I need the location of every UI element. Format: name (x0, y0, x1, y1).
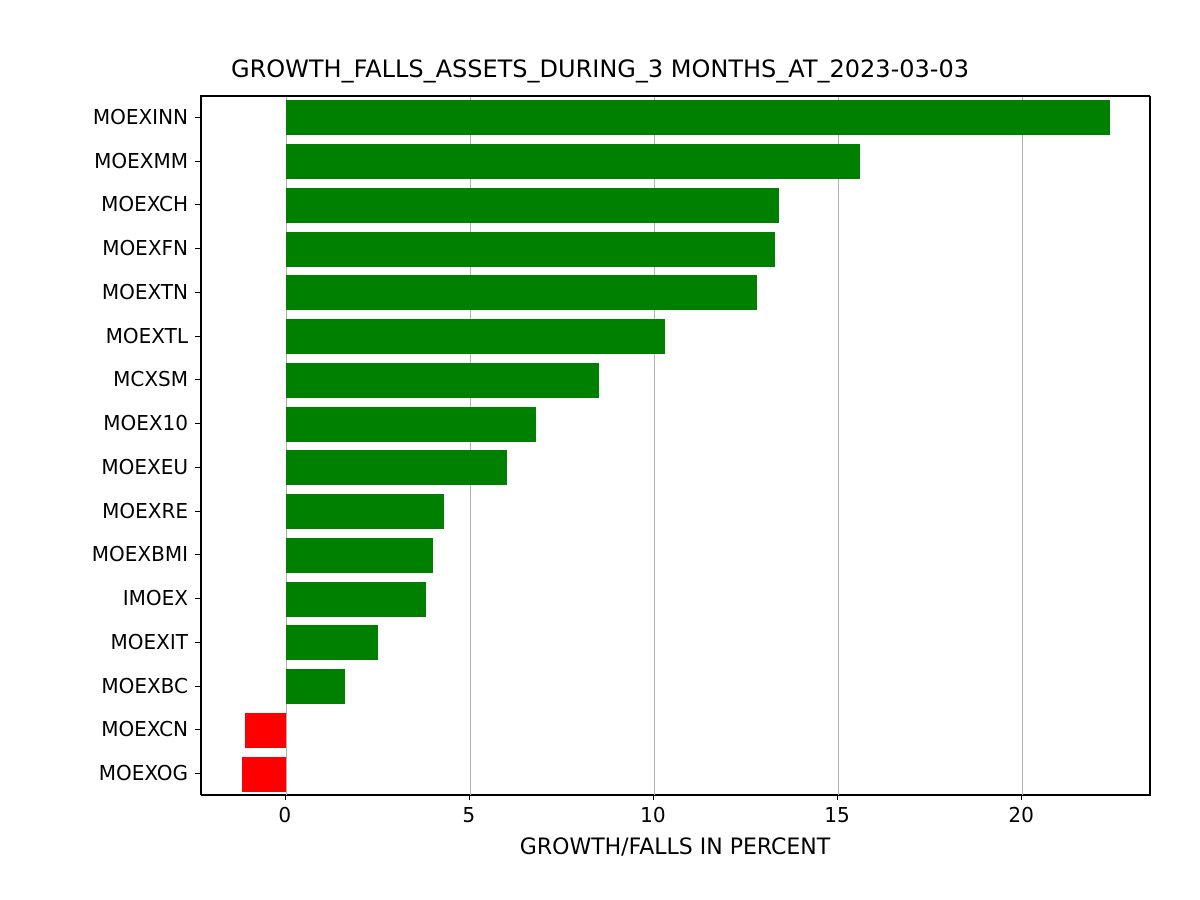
y-tick-label: MOEXFN (0, 236, 188, 260)
bar (286, 100, 1111, 135)
y-tick-label: MOEXIT (0, 630, 188, 654)
plot-area (200, 95, 1150, 795)
bar (286, 188, 779, 223)
y-tick-label: IMOEX (0, 586, 188, 610)
gridline (1022, 96, 1023, 796)
bar (286, 538, 433, 573)
y-tick-label: MOEXCH (0, 192, 188, 216)
y-tick-label: MOEXTN (0, 280, 188, 304)
bar (286, 625, 378, 660)
x-axis-label: GROWTH/FALLS IN PERCENT (200, 835, 1150, 860)
bar (286, 275, 757, 310)
x-tick-mark (653, 795, 654, 800)
figure: GROWTH_FALLS_ASSETS_DURING_3 MONTHS_AT_2… (0, 0, 1200, 900)
x-tick-mark (285, 795, 286, 800)
y-tick-mark (195, 729, 200, 730)
x-tick-label: 0 (278, 803, 291, 827)
y-tick-label: MOEXBC (0, 674, 188, 698)
bar (286, 144, 860, 179)
x-tick-mark (1021, 795, 1022, 800)
bar (286, 319, 665, 354)
y-tick-mark (195, 117, 200, 118)
bar (286, 232, 776, 267)
bar (286, 494, 444, 529)
x-tick-mark (837, 795, 838, 800)
y-tick-mark (195, 467, 200, 468)
bar (245, 713, 286, 748)
chart-title: GROWTH_FALLS_ASSETS_DURING_3 MONTHS_AT_2… (0, 55, 1200, 83)
x-tick-mark (469, 795, 470, 800)
x-tick-label: 10 (640, 803, 665, 827)
y-tick-label: MOEXINN (0, 105, 188, 129)
y-tick-mark (195, 598, 200, 599)
y-tick-mark (195, 379, 200, 380)
y-tick-mark (195, 511, 200, 512)
y-tick-mark (195, 642, 200, 643)
y-tick-mark (195, 204, 200, 205)
y-tick-label: MOEXEU (0, 455, 188, 479)
y-tick-label: MOEXCN (0, 717, 188, 741)
y-tick-mark (195, 554, 200, 555)
x-tick-label: 15 (824, 803, 849, 827)
bar (286, 363, 599, 398)
y-tick-label: MOEXRE (0, 499, 188, 523)
gridline (838, 96, 839, 796)
bar (286, 582, 426, 617)
y-tick-mark (195, 423, 200, 424)
y-tick-mark (195, 336, 200, 337)
y-tick-label: MOEXBMI (0, 542, 188, 566)
y-tick-mark (195, 292, 200, 293)
y-tick-label: MCXSM (0, 367, 188, 391)
x-tick-label: 20 (1008, 803, 1033, 827)
y-tick-mark (195, 161, 200, 162)
bar (286, 407, 536, 442)
bar (286, 669, 345, 704)
y-tick-label: MOEXOG (0, 761, 188, 785)
y-tick-mark (195, 773, 200, 774)
y-tick-label: MOEXMM (0, 149, 188, 173)
y-tick-label: MOEX10 (0, 411, 188, 435)
y-tick-label: MOEXTL (0, 324, 188, 348)
y-tick-mark (195, 248, 200, 249)
bar (286, 450, 507, 485)
x-tick-label: 5 (462, 803, 475, 827)
bar (242, 757, 286, 792)
y-tick-mark (195, 686, 200, 687)
